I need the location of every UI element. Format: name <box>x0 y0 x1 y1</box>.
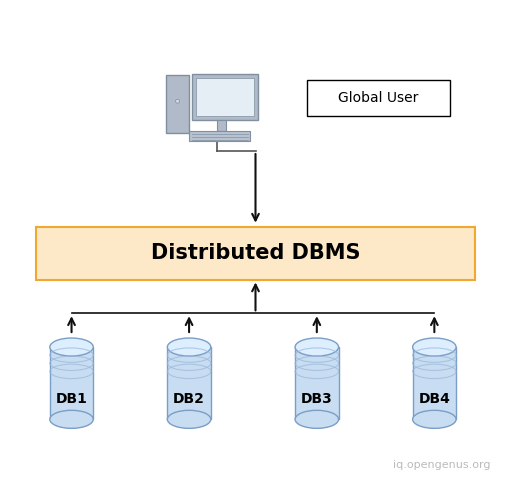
Ellipse shape <box>295 338 339 356</box>
Ellipse shape <box>176 99 180 103</box>
Text: iq.opengenus.org: iq.opengenus.org <box>393 460 491 470</box>
FancyBboxPatch shape <box>192 74 258 120</box>
Polygon shape <box>168 347 211 419</box>
FancyBboxPatch shape <box>189 131 250 142</box>
Text: DB1: DB1 <box>56 392 87 406</box>
Ellipse shape <box>168 410 211 428</box>
Polygon shape <box>50 347 94 419</box>
Ellipse shape <box>295 410 339 428</box>
Text: DB2: DB2 <box>173 392 205 406</box>
Text: DB3: DB3 <box>301 392 333 406</box>
Polygon shape <box>413 347 456 419</box>
Ellipse shape <box>50 338 94 356</box>
FancyBboxPatch shape <box>217 120 226 131</box>
Polygon shape <box>295 347 338 419</box>
Text: DB4: DB4 <box>419 392 450 406</box>
FancyBboxPatch shape <box>166 75 189 133</box>
FancyBboxPatch shape <box>36 227 475 280</box>
Ellipse shape <box>50 410 94 428</box>
Text: Global User: Global User <box>338 91 419 105</box>
Text: Distributed DBMS: Distributed DBMS <box>151 243 360 263</box>
Ellipse shape <box>413 338 456 356</box>
FancyBboxPatch shape <box>196 78 254 116</box>
Ellipse shape <box>168 338 211 356</box>
FancyBboxPatch shape <box>307 80 450 116</box>
Ellipse shape <box>413 410 456 428</box>
